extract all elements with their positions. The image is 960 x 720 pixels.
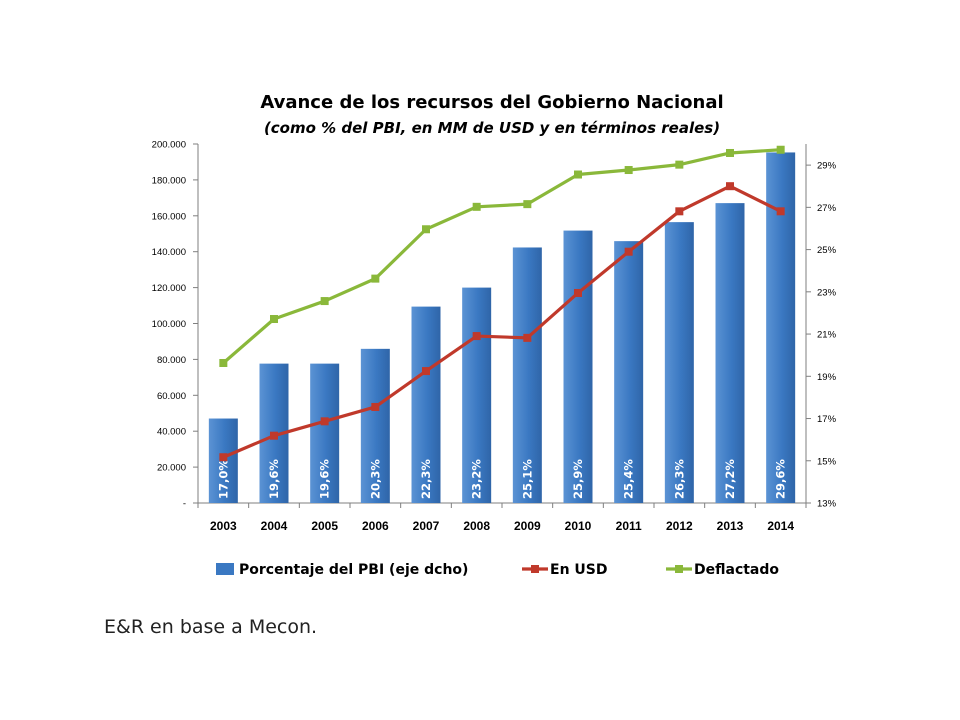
x-tick-label: 2008 bbox=[463, 519, 490, 533]
legend-label-en-usd: En USD bbox=[550, 562, 607, 578]
bar-label-2013: 27,2% bbox=[723, 459, 737, 499]
right-tick-label: 19% bbox=[817, 372, 837, 383]
left-tick-label: 160.000 bbox=[152, 211, 186, 222]
x-tick-label: 2013 bbox=[717, 519, 744, 533]
left-tick-label: 20.000 bbox=[157, 463, 186, 474]
point-deflactado-2012 bbox=[675, 160, 684, 169]
left-tick-label: - bbox=[183, 499, 186, 510]
bar-label-2009: 25,1% bbox=[520, 459, 534, 499]
point-en-usd-2009 bbox=[523, 333, 532, 342]
bar-2005 bbox=[310, 363, 340, 503]
legend-marker-deflactado bbox=[675, 565, 683, 573]
right-tick-label: 17% bbox=[817, 414, 837, 425]
bar-label-2014: 29,6% bbox=[774, 459, 788, 499]
point-en-usd-2005 bbox=[320, 417, 329, 426]
bar-2013 bbox=[715, 203, 745, 504]
left-tick-label: 60.000 bbox=[157, 391, 186, 402]
right-tick-label: 23% bbox=[817, 287, 837, 298]
right-tick-label: 25% bbox=[817, 245, 837, 256]
bar-label-2004: 19,6% bbox=[267, 459, 281, 499]
x-tick-label: 2003 bbox=[210, 519, 237, 533]
right-tick-label: 29% bbox=[817, 161, 837, 172]
point-deflactado-2005 bbox=[320, 297, 329, 306]
point-en-usd-2006 bbox=[371, 402, 380, 411]
right-tick-label: 15% bbox=[817, 456, 837, 467]
point-deflactado-2013 bbox=[726, 148, 734, 157]
source-note: E&R en base a Mecon. bbox=[104, 616, 318, 638]
bar-label-2005: 19,6% bbox=[318, 459, 332, 499]
x-tick-label: 2011 bbox=[616, 519, 642, 533]
point-en-usd-2011 bbox=[624, 247, 633, 256]
bar-2012 bbox=[664, 222, 694, 503]
bar-label-2006: 20,3% bbox=[368, 459, 382, 499]
plot-area: - 20.000 40.000 60.000 80.000 100.000 120.000 1… bbox=[152, 140, 837, 534]
bar-2008 bbox=[462, 287, 492, 503]
point-en-usd-2014 bbox=[776, 207, 785, 216]
x-tick-label: 2014 bbox=[767, 519, 794, 533]
x-tick-label: 2007 bbox=[413, 519, 440, 533]
point-deflactado-2014 bbox=[776, 145, 785, 154]
point-en-usd-2007 bbox=[422, 367, 430, 376]
legend: Porcentaje del PBI (eje dcho) En USD Defla… bbox=[216, 562, 779, 578]
left-tick-label: 180.000 bbox=[152, 175, 186, 186]
bar-label-2011: 25,4% bbox=[622, 459, 636, 499]
bar-2006 bbox=[360, 348, 390, 503]
legend-marker-en-usd bbox=[531, 565, 539, 573]
left-tick-label: 80.000 bbox=[157, 355, 186, 366]
bar-label-2012: 26,3% bbox=[672, 459, 686, 499]
point-deflactado-2007 bbox=[422, 225, 430, 234]
right-tick-label: 13% bbox=[817, 499, 837, 510]
left-tick-label: 40.000 bbox=[157, 427, 186, 438]
x-tick-label: 2006 bbox=[362, 519, 389, 533]
left-tick-label: 100.000 bbox=[152, 319, 186, 330]
bar-2009 bbox=[512, 247, 542, 503]
point-en-usd-2010 bbox=[574, 288, 582, 297]
chart-subtitle: (como % del PBI, en MM de USD y en térmi… bbox=[264, 119, 720, 137]
legend-label-porcentaje: Porcentaje del PBI (eje dcho) bbox=[239, 562, 468, 578]
left-tick-label: 120.000 bbox=[152, 283, 186, 294]
point-deflactado-2010 bbox=[574, 170, 582, 179]
x-tick-label: 2009 bbox=[514, 519, 541, 533]
bar-label-2010: 25,9% bbox=[571, 459, 585, 499]
x-tick-label: 2010 bbox=[565, 519, 592, 533]
x-tick-label: 2005 bbox=[311, 519, 338, 533]
bar-2007 bbox=[411, 306, 441, 503]
legend-label-deflactado: Deflactado bbox=[694, 562, 779, 578]
point-deflactado-2011 bbox=[624, 166, 633, 175]
x-tick-label: 2004 bbox=[261, 519, 288, 533]
point-en-usd-2003 bbox=[219, 453, 228, 462]
point-deflactado-2003 bbox=[219, 358, 228, 367]
point-deflactado-2008 bbox=[472, 202, 481, 211]
right-tick-label: 21% bbox=[817, 330, 837, 341]
right-tick-label: 27% bbox=[817, 203, 837, 214]
bar-2011 bbox=[614, 241, 644, 503]
point-deflactado-2006 bbox=[371, 274, 380, 283]
point-en-usd-2004 bbox=[270, 431, 278, 440]
point-en-usd-2008 bbox=[472, 332, 481, 341]
series-line-deflactado bbox=[222, 148, 781, 365]
legend-swatch-porcentaje bbox=[216, 563, 234, 575]
bar-label-2003: 17,0% bbox=[216, 459, 230, 499]
bar-label-2008: 23,2% bbox=[470, 459, 484, 499]
chart-title: Avance de los recursos del Gobierno Naci… bbox=[260, 92, 723, 113]
point-en-usd-2013 bbox=[726, 182, 734, 191]
bar-label-2007: 22,3% bbox=[419, 459, 433, 499]
left-tick-label: 200.000 bbox=[152, 140, 186, 151]
left-tick-label: 140.000 bbox=[152, 247, 186, 258]
point-deflactado-2009 bbox=[523, 200, 532, 209]
point-deflactado-2004 bbox=[270, 315, 278, 324]
series-line-en-usd bbox=[222, 184, 782, 459]
point-en-usd-2012 bbox=[675, 207, 684, 216]
x-tick-label: 2012 bbox=[666, 519, 693, 533]
bar-2010 bbox=[563, 230, 593, 504]
